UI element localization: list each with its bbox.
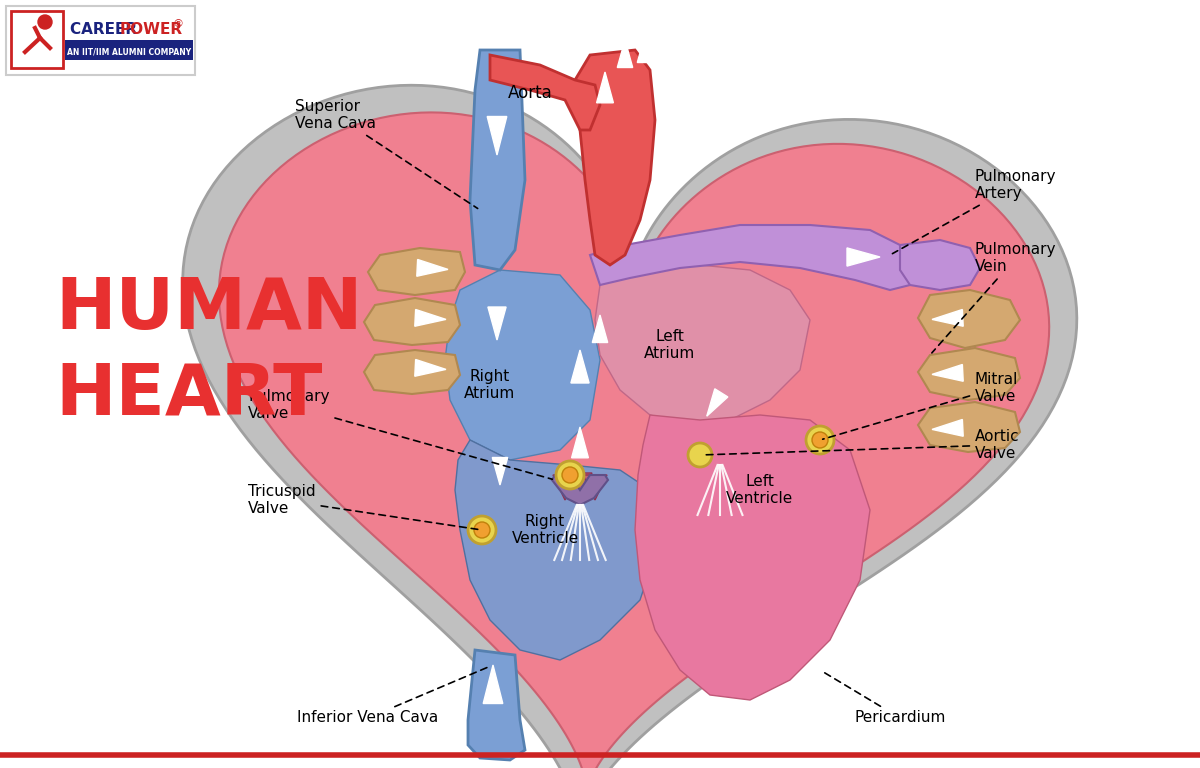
Polygon shape [488, 307, 506, 340]
FancyBboxPatch shape [6, 6, 194, 75]
Polygon shape [364, 298, 460, 345]
Polygon shape [455, 440, 660, 660]
FancyBboxPatch shape [11, 11, 64, 68]
Polygon shape [590, 225, 920, 290]
Text: Pericardium: Pericardium [822, 671, 946, 726]
Polygon shape [635, 415, 870, 700]
Text: Pulmonary
Valve: Pulmonary Valve [248, 389, 552, 479]
Circle shape [556, 461, 584, 489]
Polygon shape [932, 419, 964, 436]
Polygon shape [637, 35, 653, 62]
Polygon shape [593, 315, 607, 343]
Polygon shape [470, 50, 526, 270]
Polygon shape [568, 473, 592, 498]
Text: Pulmonary
Vein: Pulmonary Vein [932, 242, 1056, 353]
Text: AN IIT/IIM ALUMNI COMPANY: AN IIT/IIM ALUMNI COMPANY [67, 48, 191, 57]
Text: Right
Atrium: Right Atrium [464, 369, 516, 401]
Polygon shape [552, 475, 608, 505]
Polygon shape [571, 350, 589, 383]
Polygon shape [487, 117, 506, 155]
Polygon shape [617, 40, 632, 68]
Text: Left
Ventricle: Left Ventricle [726, 474, 793, 506]
Polygon shape [368, 248, 466, 295]
Text: Superior
Vena Cava: Superior Vena Cava [295, 99, 478, 208]
Polygon shape [707, 389, 728, 416]
Polygon shape [596, 72, 613, 103]
Circle shape [812, 432, 828, 448]
Polygon shape [918, 402, 1020, 452]
Polygon shape [571, 427, 588, 458]
Text: Aorta: Aorta [508, 84, 552, 102]
Text: POWER: POWER [120, 22, 184, 38]
Text: Left
Atrium: Left Atrium [644, 329, 696, 361]
Polygon shape [415, 359, 446, 376]
Text: ®: ® [172, 19, 182, 29]
Polygon shape [583, 475, 607, 500]
Polygon shape [416, 260, 448, 276]
Polygon shape [218, 112, 1049, 768]
Text: Aortic
Valve: Aortic Valve [703, 429, 1020, 462]
Polygon shape [492, 458, 508, 485]
Text: HUMAN: HUMAN [55, 276, 362, 345]
Polygon shape [468, 650, 526, 760]
Polygon shape [553, 475, 577, 500]
Polygon shape [575, 50, 655, 265]
Polygon shape [918, 290, 1020, 348]
Polygon shape [182, 85, 1076, 768]
Circle shape [38, 15, 52, 29]
Polygon shape [445, 270, 600, 460]
Circle shape [806, 426, 834, 454]
Text: Pulmonary
Artery: Pulmonary Artery [893, 169, 1056, 253]
Polygon shape [932, 310, 964, 326]
Circle shape [562, 467, 578, 483]
Polygon shape [900, 240, 980, 290]
Circle shape [474, 522, 490, 538]
Polygon shape [918, 348, 1020, 400]
Text: HEART: HEART [55, 360, 323, 429]
Text: CAREER: CAREER [70, 22, 143, 38]
Polygon shape [415, 310, 446, 326]
Polygon shape [364, 350, 460, 394]
FancyBboxPatch shape [65, 40, 193, 60]
Polygon shape [595, 265, 810, 425]
Circle shape [468, 516, 496, 544]
Polygon shape [484, 665, 503, 703]
Circle shape [688, 443, 712, 467]
Text: Inferior Vena Cava: Inferior Vena Cava [298, 666, 491, 726]
Polygon shape [932, 365, 964, 381]
Polygon shape [847, 248, 880, 266]
Text: Mitral
Valve: Mitral Valve [823, 372, 1019, 439]
Text: Tricuspid
Valve: Tricuspid Valve [248, 484, 479, 530]
Text: Right
Ventricle: Right Ventricle [511, 514, 578, 546]
Polygon shape [490, 55, 600, 130]
